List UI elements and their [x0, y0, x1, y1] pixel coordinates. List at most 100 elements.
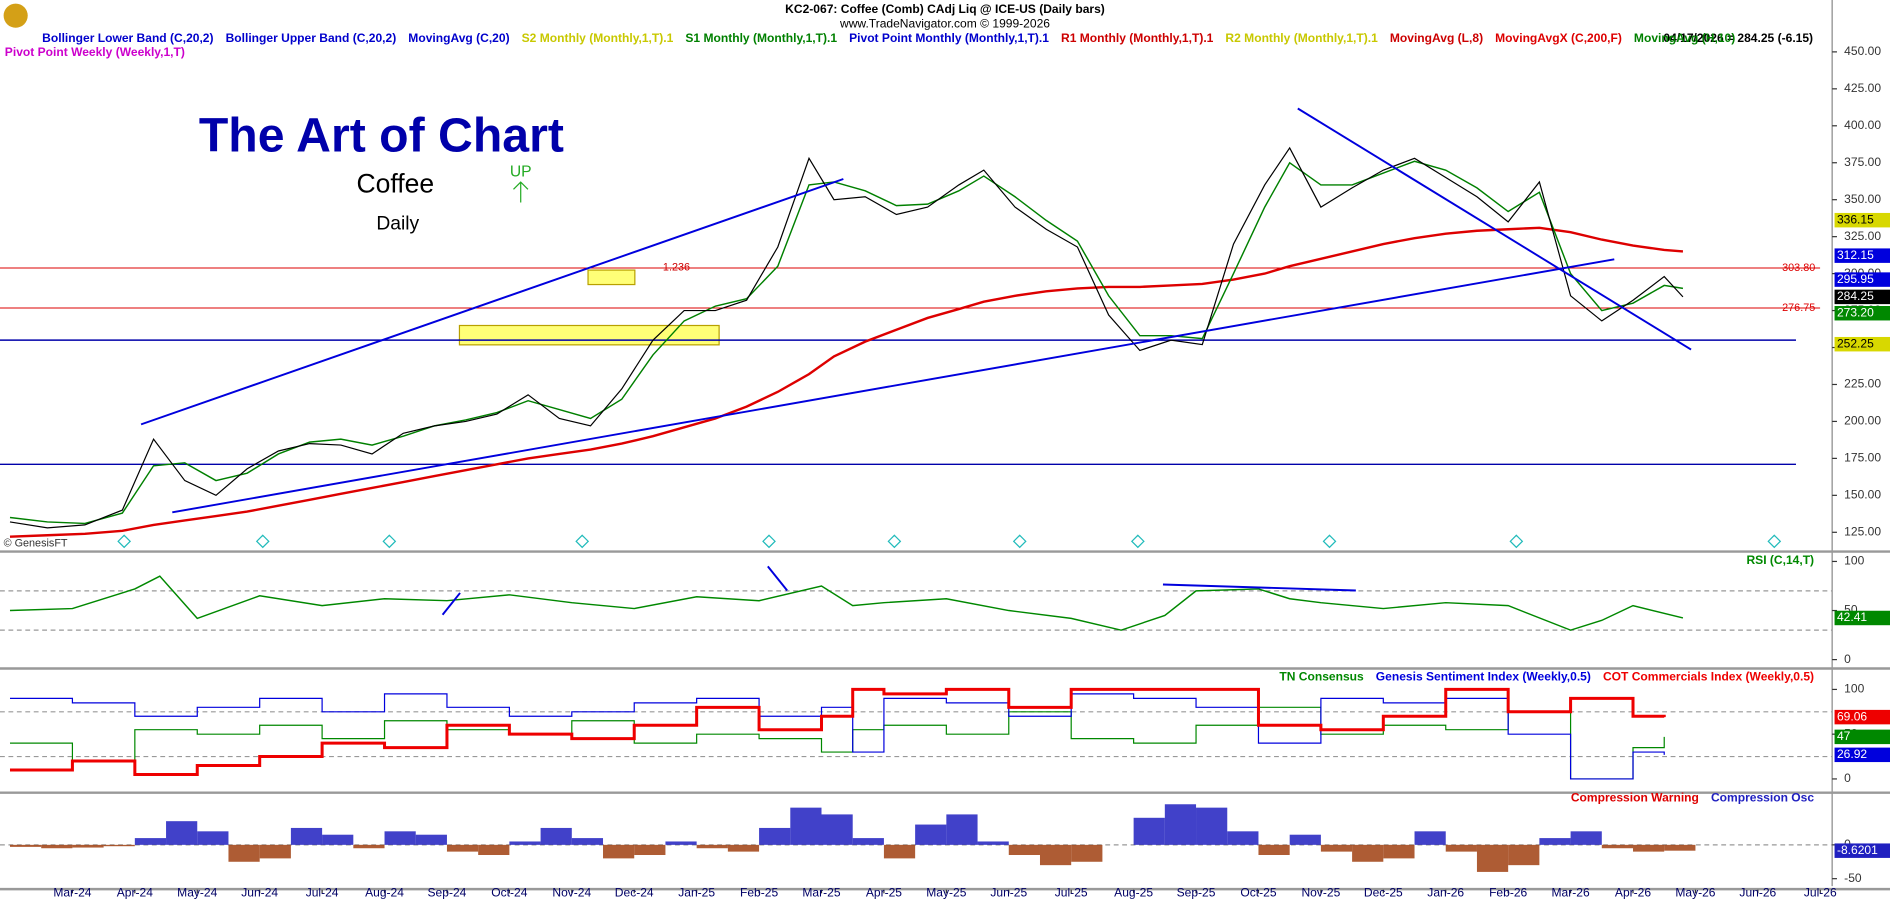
axis-value-box [1834, 272, 1890, 287]
pivot-markers [117, 534, 1782, 549]
chart-title: KC2-067: Coffee (Comb) CAdj Liq @ ICE-US… [785, 2, 1105, 16]
osc-bar [603, 844, 635, 859]
axis-value-box [1834, 289, 1890, 305]
y-tick-label: 200.00 [1844, 414, 1881, 428]
osc-bar [1601, 844, 1634, 849]
value-box-label: -8.6201 [1837, 843, 1878, 857]
legend-entry: S2 Monthly (Monthly,1,T).1 [522, 31, 674, 45]
osc-bar [759, 827, 791, 845]
osc-bar [1570, 831, 1602, 845]
series-line [9, 693, 1665, 780]
value-box-label: 42.41 [1837, 610, 1867, 624]
value-box [1834, 747, 1890, 763]
series-line [9, 226, 1684, 538]
x-tick-label: Mar-24 [53, 886, 91, 900]
osc-bar [790, 807, 822, 845]
legend-entry: S1 Monthly (Monthly,1,T).1 [685, 31, 837, 45]
x-tick-label: Jun-24 [241, 886, 278, 900]
y-tick-label: 375.00 [1844, 155, 1881, 169]
value-box-label: 26.92 [1837, 747, 1867, 761]
osc-bar [1383, 844, 1415, 859]
value-box [1834, 843, 1890, 858]
series-line [9, 160, 1684, 525]
y-tick-label: 100 [1844, 682, 1864, 696]
x-tick-label: Apr-26 [1615, 886, 1651, 900]
x-tick-label: Jan-25 [678, 886, 715, 900]
x-tick-label: Aug-25 [1114, 886, 1153, 900]
period: Daily [376, 213, 419, 234]
value-box [1834, 709, 1890, 725]
x-tick-label: Feb-25 [740, 886, 778, 900]
osc-bar [1539, 838, 1571, 845]
y-tick-label: 125.00 [1844, 524, 1881, 538]
y-tick-label: 400.00 [1844, 118, 1881, 132]
legend-entry: Pivot Point Weekly (Weekly,1,T) [5, 45, 185, 59]
x-tick-label: Mar-26 [1552, 886, 1590, 900]
x-tick-label: May-25 [926, 886, 966, 900]
symbol-name: Coffee [357, 169, 435, 199]
osc-bar [634, 844, 666, 856]
x-tick-label: Jan-26 [1427, 886, 1464, 900]
y-tick-label: 450.00 [1844, 44, 1881, 58]
osc-bar [134, 838, 167, 845]
value-box-label: 69.06 [1837, 709, 1867, 723]
axis-value-label: 336.15 [1837, 212, 1874, 226]
x-tick-label: May-24 [177, 886, 217, 900]
osc-bar [977, 841, 1009, 845]
osc-bar [1633, 844, 1665, 852]
axis-value-label: 295.95 [1837, 272, 1874, 286]
osc-bar [197, 831, 229, 845]
osc-bar [1258, 844, 1290, 856]
osc-bar [1196, 807, 1228, 845]
x-tick-label: Apr-25 [866, 886, 902, 900]
osc-bar [915, 824, 947, 845]
osc-bar [1352, 844, 1384, 862]
y-tick-label: 0 [1844, 771, 1851, 785]
axis-value-label: 252.25 [1837, 336, 1874, 350]
x-tick-label: Jul-25 [1055, 886, 1088, 900]
osc-bar [322, 834, 354, 845]
level-label: 303.80 [1782, 262, 1815, 274]
series-line [9, 575, 1684, 631]
x-tick-label: Feb-26 [1489, 886, 1527, 900]
osc-bar [1445, 844, 1477, 852]
osc-bar [446, 844, 479, 852]
trendline [140, 178, 844, 426]
trendline [1297, 107, 1692, 351]
osc-bar [509, 841, 541, 845]
legend-entry: Bollinger Upper Band (C,20,2) [226, 31, 397, 45]
trendline [172, 258, 1615, 514]
osc-bar [1414, 831, 1446, 845]
y-tick-label: 150.00 [1844, 488, 1881, 502]
pivot-marker [117, 534, 1782, 549]
x-tick-label: Sep-25 [1177, 886, 1216, 900]
x-tick-label: Apr-24 [117, 886, 153, 900]
osc-bar [384, 831, 416, 845]
osc-bar [415, 834, 447, 845]
osc-bar [290, 827, 323, 845]
series-line [9, 687, 1666, 776]
osc-bar [852, 838, 884, 845]
last-quote: 04/17/2026 = 284.25 (-6.15) [1663, 31, 1813, 45]
logo [3, 3, 28, 28]
panel-legend: RSI (C,14,T) [1746, 553, 1814, 567]
axis-value-label: 273.20 [1837, 305, 1874, 319]
signal-arrow [513, 181, 529, 203]
y-tick-label: 350.00 [1844, 192, 1881, 206]
panel-legend: Genesis Sentiment Index (Weekly,0.5) [1376, 670, 1591, 684]
osc-bar [72, 844, 104, 848]
y-tick-label: 100 [1844, 554, 1864, 568]
legend-entry: MovingAvg (H,10) [1634, 31, 1735, 45]
legend-entry: MovingAvg (C,20) [408, 31, 509, 45]
osc-bar [696, 844, 728, 849]
x-tick-label: Nov-24 [552, 886, 591, 900]
trendline [1162, 583, 1356, 592]
value-box [1834, 729, 1890, 745]
y-tick-label: 325.00 [1844, 229, 1881, 243]
osc-bar [1164, 804, 1197, 845]
legend-entry: MovingAvg (L,8) [1390, 31, 1483, 45]
x-tick-label: Jun-26 [1739, 886, 1776, 900]
osc-bar [478, 844, 510, 856]
